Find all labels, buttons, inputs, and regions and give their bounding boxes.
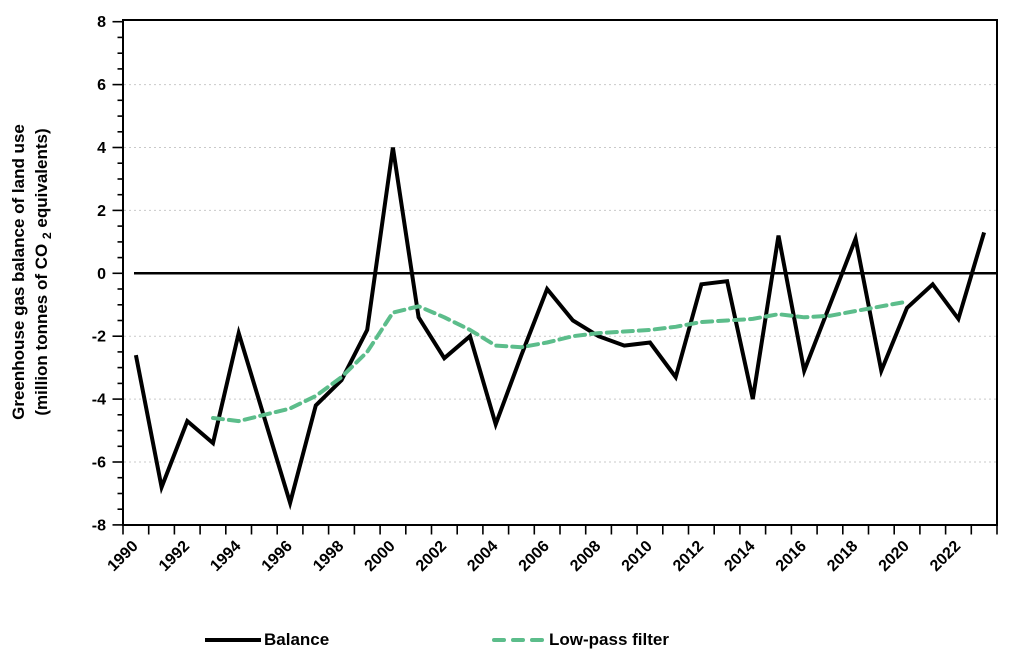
x-axis-tick-label: 2002 bbox=[413, 538, 450, 575]
x-axis-tick-label: 1994 bbox=[207, 538, 244, 575]
legend-item-balance: Balance bbox=[205, 626, 329, 654]
y-axis-tick-label: -4 bbox=[92, 392, 106, 409]
legend-item-lowpass: Low-pass filter bbox=[492, 626, 669, 654]
lowpass-dash-swatch bbox=[530, 638, 544, 642]
lowpass-dash-swatch bbox=[492, 638, 506, 642]
x-axis-tick-label: 2008 bbox=[567, 538, 604, 575]
y-axis-tick-label: 4 bbox=[97, 140, 106, 157]
legend-label-lowpass: Low-pass filter bbox=[549, 630, 669, 649]
lowpass-dash-swatch bbox=[511, 638, 525, 642]
y-axis-title-line1: Greenhouse gas balance of land use bbox=[9, 124, 28, 420]
x-axis-tick-label: 2018 bbox=[824, 538, 861, 575]
x-axis-tick-label: 2004 bbox=[464, 538, 501, 575]
balance-line-swatch bbox=[205, 638, 261, 642]
x-axis-tick-label: 1996 bbox=[259, 538, 296, 575]
x-axis-tick-label: 2012 bbox=[670, 538, 707, 575]
plot-border bbox=[122, 19, 998, 526]
x-axis-tick-label: 2014 bbox=[721, 538, 758, 575]
y-axis-tick-label: 0 bbox=[97, 266, 106, 283]
y-axis-tick-label: -6 bbox=[92, 455, 106, 472]
gridlines bbox=[124, 84, 996, 463]
x-axis-tick-label: 2022 bbox=[927, 538, 964, 575]
lowpass-filter-series-line bbox=[211, 299, 909, 424]
y-axis-tick-label: 6 bbox=[97, 77, 106, 94]
balance-series-line bbox=[133, 147, 987, 511]
legend-label-balance: Balance bbox=[264, 630, 330, 649]
x-axis-tick-label: 2016 bbox=[773, 538, 810, 575]
x-axis-tick-label: 2006 bbox=[516, 538, 553, 575]
legend: Balance Low-pass filter bbox=[0, 626, 1024, 660]
y-axis-tick-label: -8 bbox=[92, 517, 106, 534]
y-axis-tick-labels: 8 6 4 2 0 -2 -4 -6 -8 bbox=[92, 14, 106, 534]
y-axis-title-line2: (million tonnes of CO 2 equivalents) bbox=[32, 128, 55, 415]
x-axis-ticks bbox=[122, 525, 998, 535]
x-axis-tick-label: 1990 bbox=[105, 538, 142, 575]
y-axis-tick-label: 8 bbox=[97, 14, 106, 31]
y-axis-ticks bbox=[112, 20, 123, 526]
x-axis-tick-label: 2000 bbox=[362, 538, 399, 575]
y-axis-tick-label: 2 bbox=[97, 203, 106, 220]
y-axis-tick-label: -2 bbox=[92, 329, 106, 346]
x-axis-tick-label: 2020 bbox=[876, 538, 913, 575]
x-axis-tick-labels: 1990 1992 1994 1996 1998 2000 2002 2004 2006 2008… bbox=[105, 538, 965, 575]
x-axis-tick-label: 1998 bbox=[310, 538, 347, 575]
x-axis-tick-label: 1992 bbox=[156, 538, 193, 575]
x-axis-tick-label: 2010 bbox=[619, 538, 656, 575]
